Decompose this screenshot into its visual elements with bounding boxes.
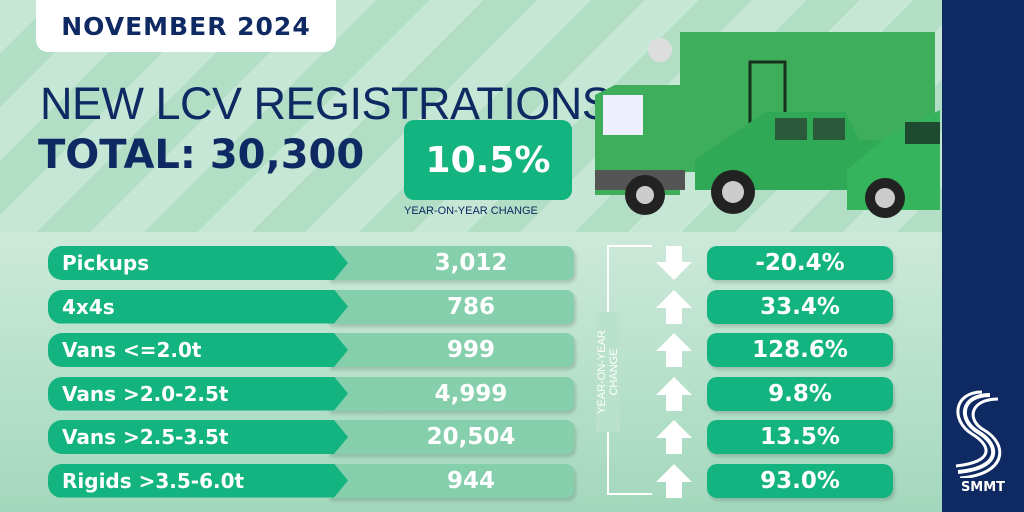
arrow-up-icon [656,376,692,411]
table-row: 4,999 Vans >2.0-2.5t [48,376,574,411]
total-registrations: TOTAL: 30,300 [38,132,365,178]
yoy-change: 93.0% [707,463,893,498]
arrow-down-icon [656,246,692,280]
registration-count: 3,012 [328,246,574,280]
smmt-logo-icon [955,390,1002,478]
vehicle-category: Vans <=2.0t [48,333,348,367]
yoy-change: 33.4% [707,289,893,324]
month-badge: NOVEMBER 2024 [36,0,336,52]
total-yoy-change: 10.5% [404,120,572,200]
table-row: 3,012 Pickups [48,246,574,280]
yoy-change: 13.5% [707,420,893,454]
arrow-up-icon [656,333,692,367]
table-row: 999 Vans <=2.0t [48,333,574,367]
yoy-change: 128.6% [707,333,893,367]
yoy-change: 9.8% [707,376,893,411]
yoy-caption: YEAR-ON-YEAR CHANGE [404,205,538,217]
table-row: 944 Rigids >3.5-6.0t [48,463,574,498]
yoy-axis-label: YEAR-ON-YEAR CHANGE [596,312,620,432]
table-row: 786 4x4s [48,289,574,324]
brand-band [942,0,1024,512]
arrow-up-icon [656,289,692,324]
vehicle-category: Vans >2.0-2.5t [48,376,348,411]
registration-count: 786 [328,289,574,324]
brand-name: SMMT [960,480,1006,495]
vehicle-category: Rigids >3.5-6.0t [48,463,348,498]
registration-count: 20,504 [328,420,574,454]
yoy-change: -20.4% [707,246,893,280]
arrow-up-icon [656,420,692,454]
van-icon [847,110,940,218]
registration-count: 999 [328,333,574,367]
arrow-up-icon [656,463,692,498]
vehicle-category: 4x4s [48,289,348,324]
vehicle-category: Vans >2.5-3.5t [48,420,348,454]
vehicles-illustration [595,32,940,218]
registration-count: 944 [328,463,574,498]
vehicle-category: Pickups [48,246,348,280]
registration-count: 4,999 [328,376,574,411]
table-row: 20,504 Vans >2.5-3.5t [48,420,574,454]
